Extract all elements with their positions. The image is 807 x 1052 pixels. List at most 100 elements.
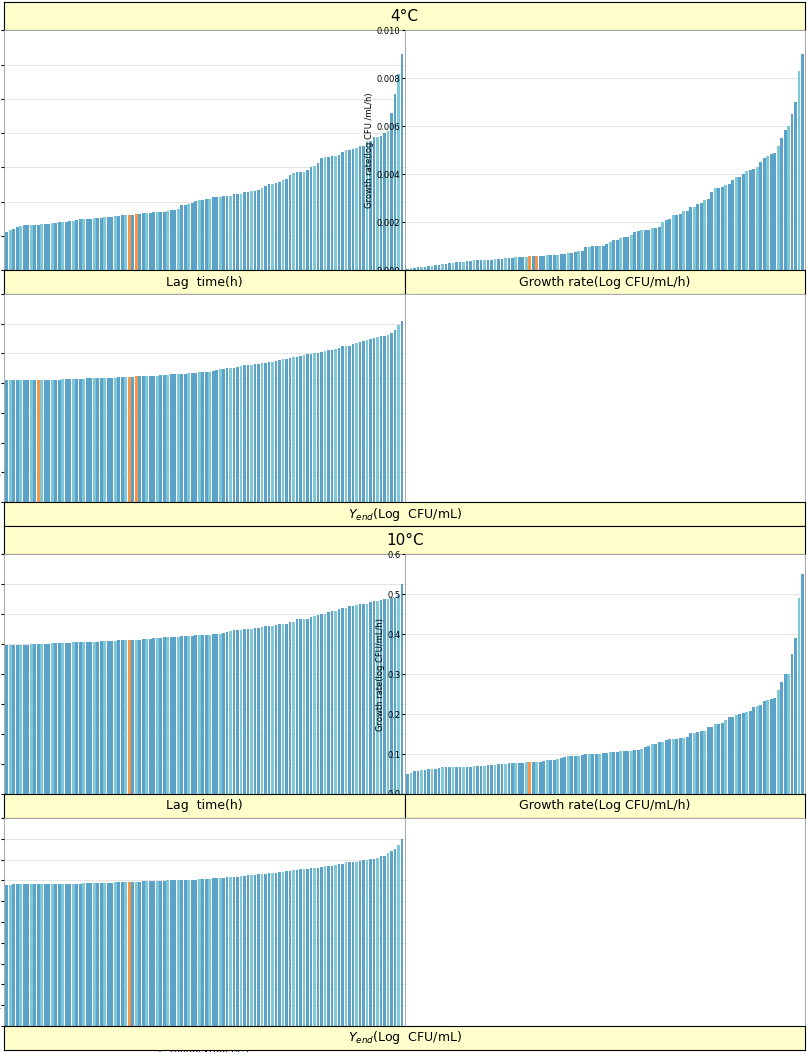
Bar bbox=[23, 885, 26, 1026]
Bar bbox=[658, 743, 661, 794]
Text: $Y_{end}$(Log  CFU/mL): $Y_{end}$(Log CFU/mL) bbox=[348, 506, 462, 523]
Bar bbox=[138, 882, 141, 1026]
Bar bbox=[734, 177, 738, 270]
Bar bbox=[285, 871, 288, 1026]
Bar bbox=[51, 223, 54, 270]
Bar bbox=[362, 859, 365, 1026]
Bar bbox=[211, 634, 215, 794]
Bar bbox=[226, 632, 228, 794]
Bar bbox=[166, 210, 169, 270]
Bar bbox=[383, 600, 386, 794]
Bar bbox=[90, 379, 92, 502]
Bar bbox=[434, 265, 437, 270]
Bar bbox=[738, 713, 741, 794]
Bar bbox=[219, 197, 221, 270]
Bar bbox=[61, 380, 65, 502]
Bar bbox=[96, 883, 99, 1026]
X-axis label: L. monocytogenes: L. monocytogenes bbox=[160, 813, 249, 823]
Bar bbox=[420, 267, 423, 270]
Bar bbox=[114, 641, 117, 794]
Bar bbox=[135, 882, 137, 1026]
Bar bbox=[794, 639, 797, 794]
Bar bbox=[334, 611, 337, 794]
Bar bbox=[295, 870, 299, 1026]
Bar bbox=[515, 764, 517, 794]
Bar bbox=[180, 373, 183, 502]
Bar bbox=[581, 755, 583, 794]
Bar bbox=[103, 641, 107, 794]
Bar bbox=[65, 884, 68, 1026]
Bar bbox=[379, 856, 383, 1026]
Bar bbox=[303, 619, 305, 794]
Bar bbox=[306, 355, 309, 502]
Bar bbox=[282, 180, 284, 270]
Bar bbox=[278, 360, 281, 502]
Bar bbox=[163, 211, 165, 270]
Bar bbox=[145, 640, 148, 794]
Bar bbox=[550, 256, 552, 270]
Bar bbox=[247, 629, 249, 794]
Bar bbox=[584, 247, 587, 270]
Bar bbox=[37, 884, 40, 1026]
Bar bbox=[177, 636, 179, 794]
Bar bbox=[320, 867, 323, 1026]
Bar bbox=[355, 147, 358, 270]
Bar bbox=[201, 635, 204, 794]
Bar bbox=[362, 604, 365, 794]
Bar bbox=[626, 751, 629, 794]
Bar bbox=[455, 263, 458, 270]
Bar bbox=[268, 626, 270, 794]
Bar bbox=[437, 768, 441, 794]
Bar bbox=[114, 883, 117, 1026]
Bar bbox=[327, 157, 330, 270]
Bar bbox=[132, 640, 134, 794]
Bar bbox=[86, 219, 89, 270]
Bar bbox=[19, 885, 23, 1026]
Bar bbox=[476, 260, 479, 270]
Bar bbox=[599, 753, 601, 794]
Bar bbox=[40, 380, 44, 502]
Bar bbox=[6, 381, 8, 502]
Bar bbox=[373, 138, 375, 270]
Bar bbox=[462, 262, 465, 270]
Bar bbox=[397, 845, 399, 1026]
Bar bbox=[194, 373, 197, 502]
Bar bbox=[390, 851, 393, 1026]
Bar bbox=[752, 707, 755, 794]
Bar bbox=[348, 606, 351, 794]
Bar bbox=[198, 635, 200, 794]
Bar bbox=[96, 218, 99, 270]
Bar bbox=[135, 640, 137, 794]
Bar bbox=[497, 259, 500, 270]
Bar bbox=[452, 263, 454, 270]
Bar bbox=[135, 377, 137, 502]
Bar bbox=[274, 361, 278, 502]
Bar bbox=[264, 363, 267, 502]
Bar bbox=[30, 225, 33, 270]
Bar bbox=[390, 599, 393, 794]
Bar bbox=[776, 146, 780, 270]
Bar bbox=[299, 869, 302, 1026]
Bar bbox=[458, 767, 462, 794]
Bar bbox=[37, 380, 40, 502]
Bar bbox=[458, 262, 462, 270]
Bar bbox=[536, 256, 538, 270]
Bar bbox=[194, 201, 197, 270]
Bar bbox=[337, 348, 341, 502]
Bar bbox=[324, 350, 326, 502]
Bar bbox=[623, 237, 625, 270]
Bar bbox=[588, 754, 591, 794]
Bar bbox=[187, 879, 190, 1026]
Bar bbox=[156, 882, 158, 1026]
Bar bbox=[250, 875, 253, 1026]
Bar bbox=[12, 381, 15, 502]
Bar bbox=[306, 869, 309, 1026]
Bar bbox=[232, 630, 236, 794]
Bar bbox=[86, 642, 89, 794]
Bar bbox=[553, 760, 556, 794]
Bar bbox=[124, 377, 128, 502]
Bar bbox=[153, 882, 155, 1026]
Bar bbox=[504, 764, 507, 794]
Bar bbox=[448, 263, 451, 270]
Bar bbox=[215, 369, 218, 502]
